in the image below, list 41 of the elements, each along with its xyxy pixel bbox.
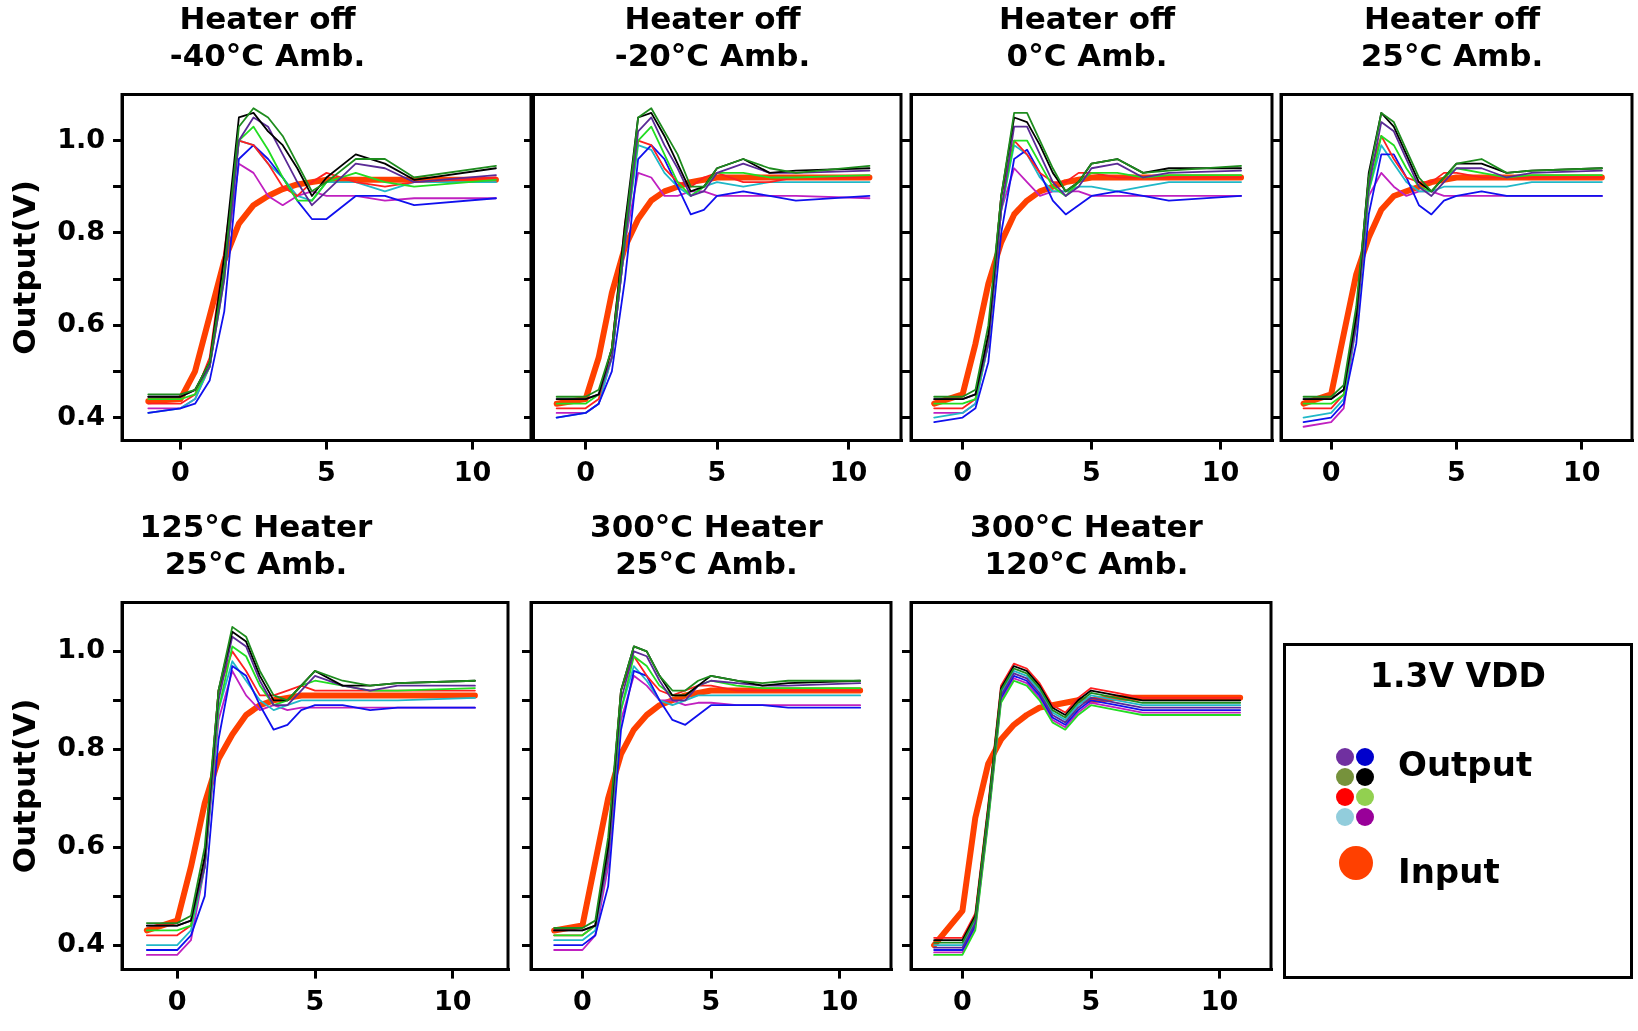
y-tick-label: 0.4 (57, 927, 106, 959)
y-tick-label: 0.8 (57, 214, 106, 246)
chart-title: Heater off 25°C Amb. (1360, 0, 1544, 73)
chart-title: Heater off -20°C Amb. (614, 0, 811, 73)
y-tick-label: 1.0 (57, 633, 106, 665)
y-axis-title: Output(V) (5, 698, 42, 874)
x-tick-label: 10 (453, 455, 492, 487)
y-axis-title: Output(V) (5, 180, 42, 355)
chart-title: Heater off 0°C Amb. (998, 0, 1176, 73)
chart-title: 125°C Heater 25°C Amb. (139, 507, 374, 581)
text: 1.3V VDD (1369, 656, 1547, 695)
y-tick-label: 0.4 (57, 399, 106, 431)
x-tick-label: 10 (820, 984, 859, 1016)
x-tick-label: 0 (576, 455, 595, 487)
y-tick-label: 0.8 (57, 731, 106, 763)
text: Output (1398, 744, 1533, 784)
x-tick-label: 5 (707, 455, 727, 487)
x-tick-label: 5 (317, 455, 336, 487)
text: Input (1398, 851, 1500, 891)
x-tick-label: 10 (1200, 984, 1239, 1016)
x-tick-label: 5 (1081, 984, 1101, 1016)
y-tick-label: 0.6 (57, 307, 106, 339)
x-tick-label: 5 (1447, 455, 1466, 487)
chart-title: Heater off -40°C Amb. (169, 0, 366, 73)
x-tick-label: 0 (167, 984, 187, 1016)
x-tick-label: 10 (1563, 455, 1601, 487)
x-tick-label: 10 (434, 984, 472, 1016)
x-tick-label: 5 (701, 984, 721, 1016)
y-tick-label: 0.6 (57, 829, 106, 861)
x-tick-label: 5 (1082, 455, 1101, 487)
x-tick-label: 0 (171, 455, 190, 487)
x-tick-label: 0 (1321, 455, 1341, 487)
y-tick-label: 1.0 (57, 122, 106, 154)
x-tick-label: 0 (953, 984, 972, 1016)
x-tick-label: 10 (1201, 455, 1240, 487)
x-tick-label: 10 (829, 455, 868, 487)
x-tick-label: 0 (573, 984, 592, 1016)
x-tick-label: 5 (305, 984, 325, 1016)
chart-title: 300°C Heater 25°C Amb. (590, 507, 824, 581)
x-tick-label: 0 (953, 455, 972, 487)
chart-title: 300°C Heater 120°C Amb. (970, 507, 1204, 581)
